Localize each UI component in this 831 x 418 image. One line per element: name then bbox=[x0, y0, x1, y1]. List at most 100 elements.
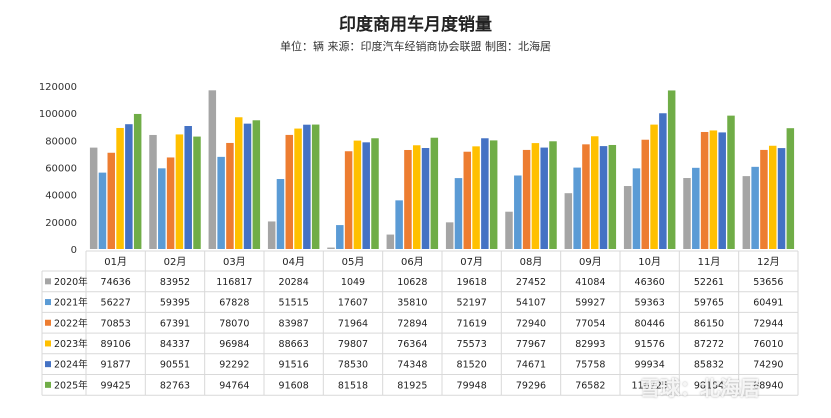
data-label: 59765 bbox=[694, 298, 724, 309]
bar-2023年-08月 bbox=[531, 143, 540, 249]
watermark-text: 雪球：北海居 bbox=[640, 376, 760, 400]
bar-2021年-07月 bbox=[454, 178, 463, 249]
y-tick-label: 0 bbox=[71, 245, 77, 256]
data-label: 91516 bbox=[279, 360, 309, 371]
bar-2022年-01月 bbox=[107, 152, 116, 249]
category-label: 02月 bbox=[164, 256, 187, 268]
data-label: 116725 bbox=[632, 380, 668, 391]
bar-2021年-01月 bbox=[98, 172, 107, 249]
bar-2021年-08月 bbox=[514, 175, 522, 249]
bar-2023年-07月 bbox=[472, 146, 480, 249]
bar-2025年-09月 bbox=[608, 144, 617, 249]
bar-2023年-12月 bbox=[768, 145, 777, 249]
data-label: 91877 bbox=[101, 360, 131, 371]
bar-2024年-05月 bbox=[362, 142, 370, 249]
bar-2022年-02月 bbox=[166, 157, 175, 249]
bar-2025年-10月 bbox=[667, 90, 676, 249]
data-label: 92292 bbox=[219, 360, 249, 371]
bar-2022年-11月 bbox=[700, 131, 709, 249]
data-label: 35810 bbox=[397, 298, 427, 309]
bar-2023年-03月 bbox=[234, 117, 243, 249]
bar-2025年-11月 bbox=[727, 115, 735, 250]
data-label: 72940 bbox=[516, 318, 546, 329]
data-label: 76364 bbox=[397, 339, 427, 350]
data-label: 67828 bbox=[219, 298, 249, 309]
data-label: 94764 bbox=[219, 380, 249, 391]
data-label: 74290 bbox=[753, 360, 783, 371]
bar-2022年-07月 bbox=[463, 151, 472, 249]
bar-2025年-12月 bbox=[786, 128, 795, 249]
bar-2024年-12月 bbox=[777, 148, 786, 249]
bar-2025年-04月 bbox=[311, 124, 320, 249]
category-label: 08月 bbox=[520, 256, 543, 268]
data-label: 116817 bbox=[216, 277, 252, 288]
bar-2020年-09月 bbox=[564, 193, 573, 249]
category-label: 04月 bbox=[282, 256, 305, 268]
legend-entry: 2022年 bbox=[54, 317, 88, 329]
data-label: 83952 bbox=[160, 277, 190, 288]
data-label: 59363 bbox=[635, 298, 665, 309]
legend-swatch-2022年 bbox=[45, 319, 51, 326]
data-label: 71964 bbox=[338, 318, 368, 329]
category-label: 09月 bbox=[579, 256, 602, 268]
data-label: 74671 bbox=[516, 360, 546, 371]
y-tick-label: 60000 bbox=[45, 164, 77, 175]
bar-2023年-04月 bbox=[294, 128, 302, 249]
data-label: 27452 bbox=[516, 277, 546, 288]
data-label: 60491 bbox=[753, 298, 783, 309]
data-label: 82763 bbox=[160, 380, 190, 391]
bar-2022年-03月 bbox=[226, 142, 234, 249]
data-label: 90551 bbox=[160, 360, 190, 371]
data-label: 77967 bbox=[516, 339, 546, 350]
bar-2020年-12月 bbox=[742, 176, 751, 249]
bar-2022年-06月 bbox=[404, 149, 412, 249]
bar-2022年-12月 bbox=[760, 149, 768, 249]
data-label: 71619 bbox=[457, 318, 487, 329]
data-label: 78070 bbox=[219, 318, 249, 329]
bar-2025年-06月 bbox=[430, 137, 439, 249]
data-label: 81518 bbox=[338, 380, 368, 391]
bar-2023年-02月 bbox=[175, 134, 184, 249]
data-label: 77054 bbox=[575, 318, 605, 329]
bar-2024年-03月 bbox=[243, 123, 252, 249]
category-label: 12月 bbox=[757, 256, 780, 268]
category-label: 07月 bbox=[460, 256, 483, 268]
bar-2020年-04月 bbox=[267, 221, 276, 249]
category-label: 10月 bbox=[638, 256, 661, 268]
legend-entry: 2021年 bbox=[54, 297, 88, 309]
legend-swatch-2024年 bbox=[45, 361, 51, 368]
data-label: 81925 bbox=[397, 380, 427, 391]
data-label: 54107 bbox=[516, 298, 546, 309]
data-label: 88663 bbox=[279, 339, 309, 350]
data-label: 75758 bbox=[575, 360, 605, 371]
legend-swatch-2025年 bbox=[45, 381, 51, 388]
data-label: 88940 bbox=[753, 380, 783, 391]
bar-2021年-10月 bbox=[632, 168, 641, 249]
data-label: 99425 bbox=[101, 380, 131, 391]
data-label: 72944 bbox=[753, 318, 783, 329]
data-label: 87272 bbox=[694, 339, 724, 350]
legend-swatch-2023年 bbox=[45, 340, 51, 347]
data-label: 84337 bbox=[160, 339, 190, 350]
legend-entry: 2020年 bbox=[54, 276, 88, 288]
bar-2021年-11月 bbox=[692, 167, 700, 249]
data-label: 86150 bbox=[694, 318, 724, 329]
data-label: 76582 bbox=[575, 380, 605, 391]
data-label: 17607 bbox=[338, 298, 368, 309]
bar-2020年-01月 bbox=[89, 147, 98, 249]
data-label: 59927 bbox=[575, 298, 605, 309]
bar-2025年-05月 bbox=[371, 138, 379, 249]
y-tick-label: 20000 bbox=[45, 218, 77, 229]
bar-2020年-11月 bbox=[683, 178, 691, 249]
legend-entry: 2023年 bbox=[54, 338, 88, 350]
data-label: 98184 bbox=[694, 380, 724, 391]
category-label: 03月 bbox=[223, 256, 246, 268]
bar-2022年-10月 bbox=[641, 139, 650, 249]
data-label: 72894 bbox=[397, 318, 427, 329]
bar-2023年-09月 bbox=[590, 136, 599, 249]
legend-entry: 2024年 bbox=[54, 359, 88, 371]
data-label: 79948 bbox=[457, 380, 487, 391]
data-label: 96984 bbox=[219, 339, 249, 350]
data-label: 85832 bbox=[694, 360, 724, 371]
